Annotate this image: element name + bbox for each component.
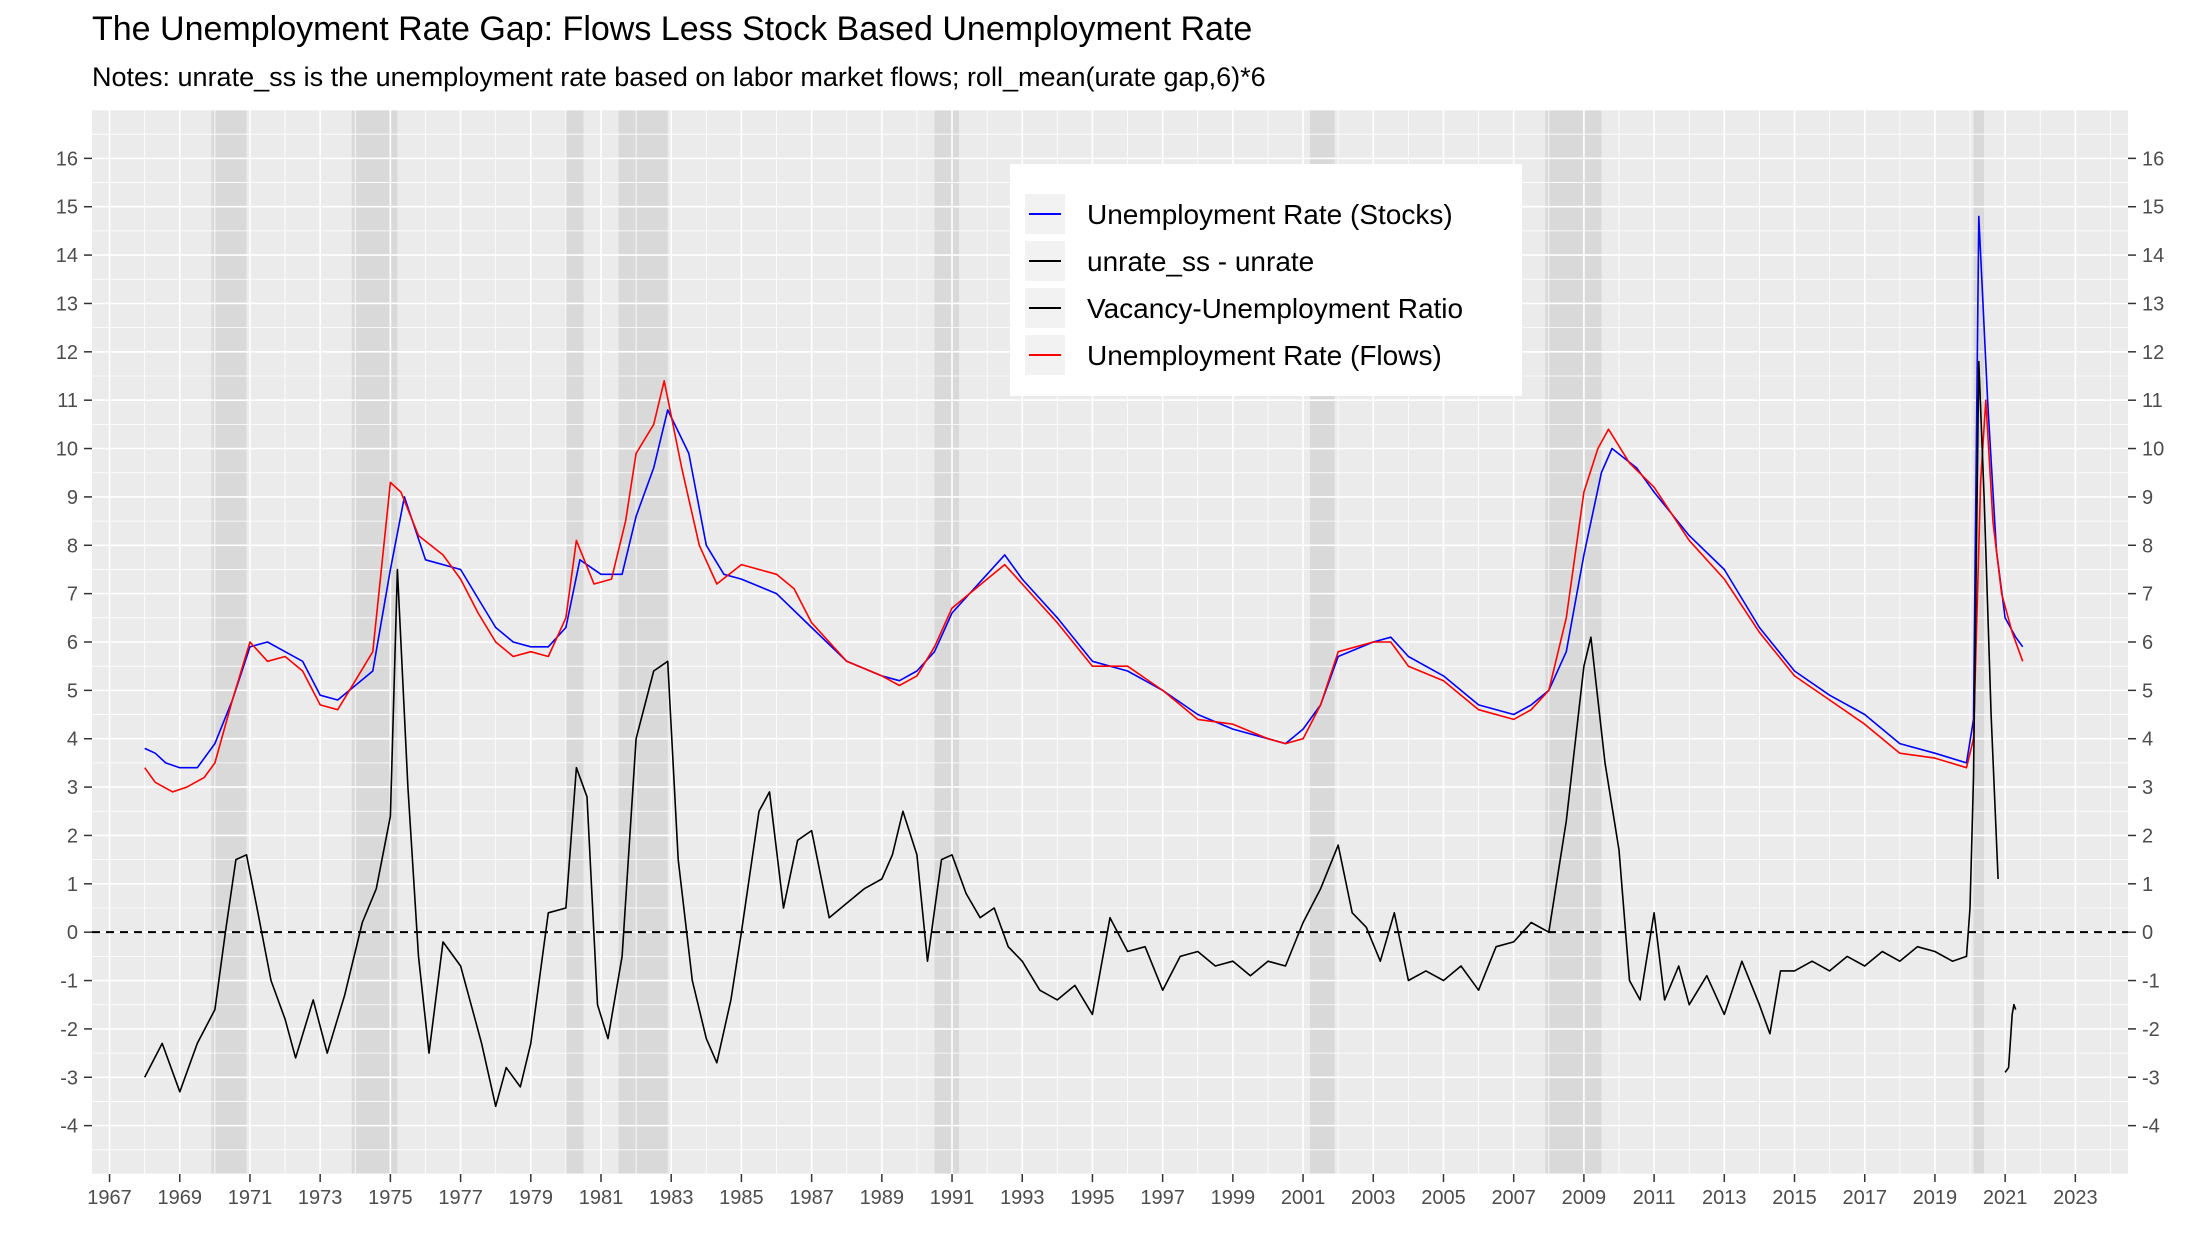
y-tick-label-left: 16 <box>56 148 78 170</box>
legend-label-vu: Vacancy-Unemployment Ratio <box>1087 293 1463 324</box>
y-tick-label-left: 9 <box>67 487 78 509</box>
y-tick-label-right: 2 <box>2142 825 2153 847</box>
y-tick-label-right: -2 <box>2142 1019 2160 1041</box>
x-axis: 1967 1969 1971 1973 1975 1977 1979 1981 1983 1985… <box>87 1174 2098 1209</box>
y-tick-label-right: -3 <box>2142 1067 2160 1089</box>
y-tick-label-left: 15 <box>56 197 78 219</box>
y-tick-label-right: 7 <box>2142 584 2153 606</box>
x-tick-label: 1977 <box>438 1187 483 1209</box>
x-tick-label: 2011 <box>1633 1187 1676 1209</box>
x-tick-label: 1981 <box>579 1187 624 1209</box>
y-tick-label-left: 4 <box>67 729 78 751</box>
y-tick-label-left: 6 <box>67 632 78 654</box>
y-tick-label-left: 3 <box>67 777 78 799</box>
legend-label-stocks: Unemployment Rate (Stocks) <box>1087 199 1453 230</box>
y-tick-label-right: 10 <box>2142 439 2164 461</box>
y-tick-label-right: 13 <box>2142 293 2164 315</box>
x-tick-label: 1997 <box>1140 1187 1185 1209</box>
x-tick-label: 2021 <box>1983 1187 2028 1209</box>
x-tick-label: 1985 <box>719 1187 764 1209</box>
y-tick-label-left: 0 <box>67 922 78 944</box>
chart-subtitle: Notes: unrate_ss is the unemployment rat… <box>92 62 1266 92</box>
y-tick-label-right: 4 <box>2142 729 2153 751</box>
y-tick-label-left: 8 <box>67 535 78 557</box>
legend-box <box>1010 164 1522 396</box>
x-tick-label: 2015 <box>1772 1187 1817 1209</box>
y-tick-label-left: 12 <box>56 342 78 364</box>
series-line-unrate-ss-unrate <box>143 360 1999 1108</box>
x-tick-label: 2001 <box>1281 1187 1326 1209</box>
x-tick-label: 2023 <box>2053 1187 2098 1209</box>
y-tick-label-right: 0 <box>2142 922 2153 944</box>
y-tick-label-left: 7 <box>67 584 78 606</box>
y-tick-label-left: 1 <box>67 874 78 896</box>
y-tick-label-left: 5 <box>67 680 78 702</box>
x-tick-label: 1979 <box>509 1187 554 1209</box>
x-tick-label: 2017 <box>1842 1187 1887 1209</box>
x-tick-label: 1993 <box>1000 1187 1045 1209</box>
y-tick-label-right: 14 <box>2142 245 2164 267</box>
y-tick-label-left: 14 <box>56 245 78 267</box>
x-tick-label: 2003 <box>1351 1187 1396 1209</box>
y-tick-label-left: 11 <box>57 390 78 412</box>
legend-label-flows: Unemployment Rate (Flows) <box>1087 340 1442 371</box>
y-tick-label-left: -1 <box>60 971 78 993</box>
y-tick-label-left: -2 <box>60 1019 78 1041</box>
x-tick-label: 2013 <box>1702 1187 1747 1209</box>
series-line-unemployment-rate-flows- <box>144 379 2024 793</box>
x-tick-label: 1983 <box>649 1187 694 1209</box>
y-tick-label-left: -3 <box>60 1067 78 1089</box>
x-tick-label: 2009 <box>1562 1187 1607 1209</box>
x-tick-label: 1989 <box>860 1187 905 1209</box>
x-tick-label: 1991 <box>930 1187 975 1209</box>
y-tick-label-left: 10 <box>56 439 78 461</box>
x-tick-label: 2019 <box>1913 1187 1958 1209</box>
chart-title: The Unemployment Rate Gap: Flows Less St… <box>92 10 1253 48</box>
x-tick-label: 1975 <box>368 1187 413 1209</box>
x-tick-label: 1971 <box>228 1187 273 1209</box>
y-tick-label-right: 11 <box>2142 390 2163 412</box>
series-line-vacancy-unemployment-ratio <box>2004 1003 2017 1073</box>
x-tick-label: 2007 <box>1491 1187 1536 1209</box>
y-tick-label-right: 5 <box>2142 680 2153 702</box>
x-tick-label: 1987 <box>789 1187 834 1209</box>
y-tick-label-right: 16 <box>2142 148 2164 170</box>
x-tick-label: 1969 <box>158 1187 203 1209</box>
y-tick-label-left: 13 <box>56 293 78 315</box>
y-tick-label-right: -1 <box>2142 971 2160 993</box>
series-layer <box>143 215 2024 1108</box>
y-tick-label-left: -4 <box>60 1116 78 1138</box>
x-tick-label: 1999 <box>1211 1187 1256 1209</box>
y-tick-label-right: 3 <box>2142 777 2153 799</box>
y-tick-label-right: 8 <box>2142 535 2153 557</box>
x-tick-label: 1973 <box>298 1187 343 1209</box>
y-tick-label-right: 1 <box>2142 874 2153 896</box>
legend: Unemployment Rate (Stocks) unrate_ss - u… <box>1010 164 1522 396</box>
x-tick-label: 2005 <box>1421 1187 1466 1209</box>
y-tick-label-left: 2 <box>67 825 78 847</box>
y-tick-label-right: 9 <box>2142 487 2153 509</box>
y-tick-label-right: 6 <box>2142 632 2153 654</box>
y-tick-label-right: 15 <box>2142 197 2164 219</box>
legend-label-gap: unrate_ss - unrate <box>1087 246 1314 277</box>
x-tick-label: 1967 <box>87 1187 132 1209</box>
y-tick-label-right: -4 <box>2142 1116 2160 1138</box>
y-tick-label-right: 12 <box>2142 342 2164 364</box>
series-line-unemployment-rate-stocks- <box>144 215 2024 769</box>
x-tick-label: 1995 <box>1070 1187 1115 1209</box>
